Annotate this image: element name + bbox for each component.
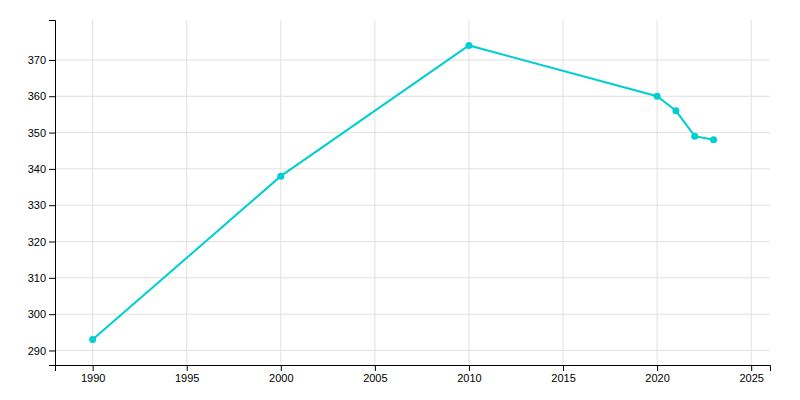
- y-tick: 350: [28, 127, 55, 139]
- y-tick-label: 370: [28, 54, 46, 66]
- y-tick-label: 300: [28, 308, 46, 320]
- y-tick: 290: [28, 344, 55, 356]
- x-tick: 2005: [363, 365, 387, 384]
- grid-line-x: [751, 20, 752, 365]
- x-tick-mark: [187, 365, 188, 371]
- y-tick: 360: [28, 90, 55, 102]
- plot-area: 1990 1995 2000 2005 2010 2015 2020 2025 290 300 31…: [28, 20, 771, 384]
- x-tick-label: 2015: [551, 372, 575, 384]
- x-tick: 2020: [645, 365, 669, 384]
- x-tick-mark: [93, 365, 94, 371]
- x-tick-label: 1990: [81, 372, 105, 384]
- grid-line-x: [280, 20, 281, 365]
- y-tick: 320: [28, 236, 55, 248]
- y-tick-mark: [49, 169, 55, 170]
- x-tick: 1990: [81, 365, 105, 384]
- y-tick-mark: [49, 133, 55, 134]
- y-tick-label: 360: [28, 90, 46, 102]
- y-tick-mark: [49, 350, 55, 351]
- point: [465, 42, 472, 49]
- x-axis: 1990 1995 2000 2005 2010 2015 2020 2025: [56, 365, 771, 384]
- x-tick-label: 2000: [269, 372, 293, 384]
- grid-line-y: [55, 132, 770, 133]
- grid-line-y: [55, 59, 770, 60]
- y-tick: 310: [28, 272, 55, 284]
- x-tick-label: 2020: [645, 372, 669, 384]
- y-tick-label: 290: [28, 344, 46, 356]
- y-tick: 330: [28, 199, 55, 211]
- x-tick: 2000: [269, 365, 293, 384]
- y-tick-mark: [49, 314, 55, 315]
- grid: [55, 20, 770, 365]
- grid-line-y: [55, 314, 770, 315]
- point: [277, 173, 284, 180]
- x-tick-mark: [281, 365, 282, 371]
- point: [89, 336, 96, 343]
- y-tick-mark: [49, 242, 55, 243]
- x-tick: 2025: [739, 365, 763, 384]
- grid-line-y: [55, 241, 770, 242]
- x-tick-mark: [375, 365, 376, 371]
- grid-line-y: [55, 168, 770, 169]
- x-tick: 1995: [175, 365, 199, 384]
- y-tick-label: 310: [28, 272, 46, 284]
- x-tick: 2015: [551, 365, 575, 384]
- grid-line-y: [55, 350, 770, 351]
- y-tick-mark: [49, 278, 55, 279]
- point: [710, 136, 717, 143]
- grid-line-x: [468, 20, 469, 365]
- y-tick-mark: [49, 96, 55, 97]
- grid-line-x: [374, 20, 375, 365]
- y-tick-label: 340: [28, 163, 46, 175]
- x-tick-label: 2005: [363, 372, 387, 384]
- x-tick-mark: [563, 365, 564, 371]
- y-tick-mark: [49, 205, 55, 206]
- grid-line-x: [186, 20, 187, 365]
- grid-line-x: [657, 20, 658, 365]
- line: [93, 45, 714, 339]
- grid-line-y: [55, 205, 770, 206]
- y-tick: 300: [28, 308, 55, 320]
- y-tick: 370: [28, 54, 55, 66]
- y-axis: 290 300 310 320 330 340 350 360 370: [28, 21, 56, 366]
- y-tick-label: 330: [28, 199, 46, 211]
- grid-line-y: [55, 96, 770, 97]
- x-tick-label: 2025: [739, 372, 763, 384]
- point: [691, 133, 698, 140]
- y-tick: 340: [28, 163, 55, 175]
- point: [654, 93, 661, 100]
- x-tick-mark: [469, 365, 470, 371]
- point: [672, 107, 679, 114]
- y-axis-line: [49, 21, 56, 366]
- x-tick-label: 2010: [457, 372, 481, 384]
- y-tick-label: 350: [28, 127, 46, 139]
- y-tick-label: 320: [28, 236, 46, 248]
- chart: 1990 1995 2000 2005 2010 2015 2020 2025 290 300 31…: [0, 0, 800, 400]
- series: [89, 42, 717, 343]
- grid-line-x: [92, 20, 93, 365]
- x-tick-mark: [657, 365, 658, 371]
- x-tick: 2010: [457, 365, 481, 384]
- x-axis-line: [56, 366, 771, 372]
- x-tick-mark: [751, 365, 752, 371]
- y-tick-mark: [49, 60, 55, 61]
- x-tick-label: 1995: [175, 372, 199, 384]
